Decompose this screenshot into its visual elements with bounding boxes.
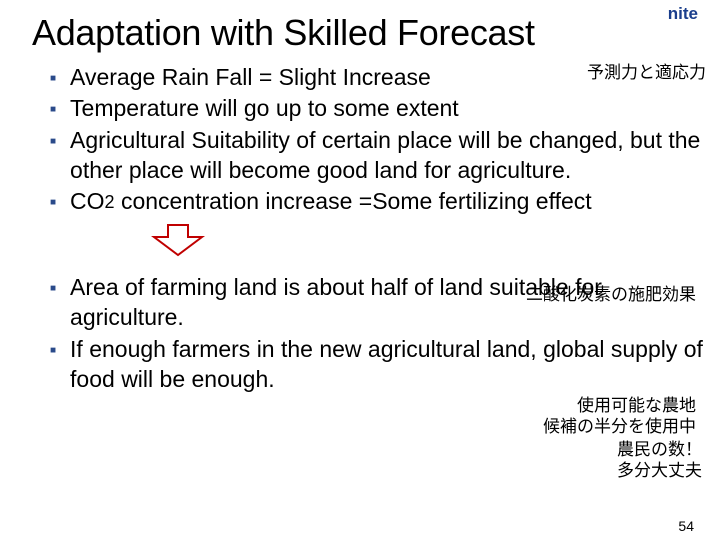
item-text: Agricultural Suitability of certain plac… bbox=[70, 125, 706, 186]
slide-title: Adaptation with Skilled Forecast bbox=[0, 0, 720, 54]
item-text: CO2 concentration increase =Some fertili… bbox=[70, 186, 706, 216]
item-text: Temperature will go up to some extent bbox=[70, 93, 706, 123]
bullet-icon: ■ bbox=[50, 197, 56, 208]
bullet-item: ■ Agricultural Suitability of certain pla… bbox=[50, 125, 706, 186]
annotation-text: 二酸化炭素の施肥効果 bbox=[526, 280, 696, 305]
bullet-icon: ■ bbox=[50, 104, 56, 115]
item-text: If enough farmers in the new agricultura… bbox=[70, 334, 706, 395]
annotation-text: 予測力と適応力 bbox=[587, 58, 706, 83]
down-arrow-icon bbox=[150, 223, 706, 262]
bullet-icon: ■ bbox=[50, 136, 56, 147]
annotation-text: 多分大丈夫 bbox=[617, 456, 702, 481]
bullet-item: ■ Temperature will go up to some extent bbox=[50, 93, 706, 123]
page-number: 54 bbox=[678, 518, 694, 534]
bullet-icon: ■ bbox=[50, 73, 56, 84]
logo: nite bbox=[668, 4, 698, 24]
content-area: ■Average Rain Fall = Slight Increase■Tem… bbox=[0, 54, 720, 394]
annotation-text: 候補の半分を使用中 bbox=[543, 412, 696, 437]
bullet-item: ■ CO2 concentration increase =Some fertil… bbox=[50, 186, 706, 216]
bullet-icon: ■ bbox=[50, 345, 56, 356]
bullet-item: ■ If enough farmers in the new agricultur… bbox=[50, 334, 706, 395]
bullet-icon: ■ bbox=[50, 283, 56, 294]
